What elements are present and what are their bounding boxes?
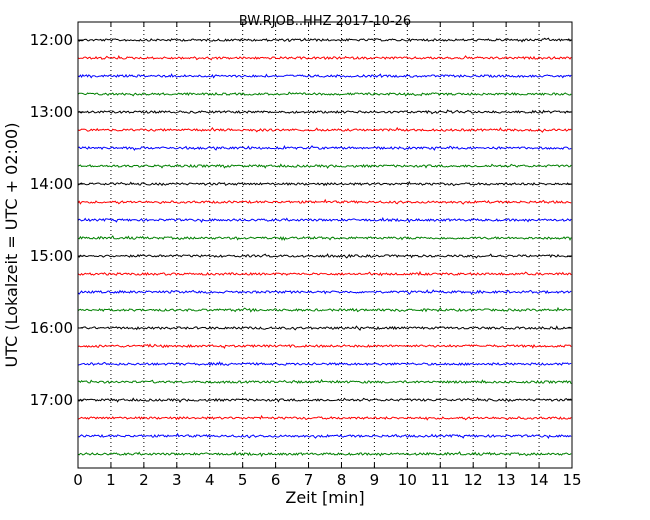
chart-title: BW.RJOB..HHZ 2017-10-26 — [239, 14, 411, 29]
trace-1500 — [77, 253, 572, 259]
y-tick-label: 17:00 — [30, 391, 73, 409]
x-tick-label: 12 — [464, 471, 483, 489]
trace-1600 — [77, 325, 572, 331]
trace-1645 — [77, 378, 572, 385]
x-tick-label: 2 — [139, 471, 149, 489]
x-tick-label: 6 — [271, 471, 281, 489]
trace-lines — [77, 37, 572, 458]
trace-1315 — [77, 126, 572, 133]
trace-1300 — [77, 109, 572, 115]
trace-1330 — [77, 145, 572, 151]
y-axis-label: UTC (Lokalzeit = UTC + 02:00) — [2, 123, 21, 368]
trace-1615 — [77, 343, 572, 349]
x-tick-label: 15 — [562, 471, 581, 489]
x-tick-label: 11 — [431, 471, 450, 489]
x-tick-label: 5 — [238, 471, 248, 489]
y-tick-label: 16:00 — [30, 319, 73, 337]
trace-1545 — [77, 306, 572, 313]
trace-1730 — [77, 432, 572, 440]
y-tick-label: 14:00 — [30, 175, 73, 193]
x-tick-label: 3 — [172, 471, 182, 489]
trace-1230 — [77, 73, 572, 79]
plot-frame — [77, 21, 573, 469]
y-tick-label: 12:00 — [30, 31, 73, 49]
trace-1215 — [77, 54, 572, 61]
trace-1700 — [77, 397, 572, 403]
trace-1415 — [77, 198, 572, 205]
axis-ticks: 0 1 2 3 4 5 6 7 8 9 10 11 12 13 14 1512:0013:0014:0015:… — [30, 22, 582, 489]
x-tick-label: 10 — [398, 471, 417, 489]
trace-1515 — [77, 270, 572, 277]
x-tick-label: 4 — [205, 471, 215, 489]
trace-1630 — [77, 361, 572, 367]
y-tick-label: 13:00 — [30, 103, 73, 121]
trace-1345 — [77, 163, 572, 169]
x-tick-label: 8 — [337, 471, 347, 489]
trace-1530 — [77, 289, 572, 295]
x-axis-label: Zeit [min] — [285, 488, 364, 507]
x-tick-label: 9 — [370, 471, 380, 489]
x-tick-label: 0 — [73, 471, 83, 489]
trace-1400 — [77, 180, 572, 187]
trace-1430 — [77, 217, 572, 224]
trace-1445 — [77, 235, 572, 241]
x-tick-label: 13 — [497, 471, 516, 489]
trace-1715 — [77, 414, 572, 421]
trace-1200 — [77, 37, 572, 43]
trace-1245 — [77, 91, 572, 97]
x-tick-label: 1 — [106, 471, 116, 489]
y-tick-label: 15:00 — [30, 247, 73, 265]
x-tick-label: 14 — [530, 471, 549, 489]
x-tick-label: 7 — [304, 471, 314, 489]
trace-1745 — [77, 451, 572, 458]
